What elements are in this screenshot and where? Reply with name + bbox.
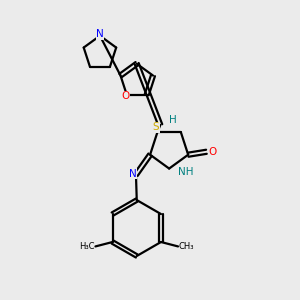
Text: H: H: [169, 115, 176, 125]
Text: CH₃: CH₃: [178, 242, 194, 251]
Text: O: O: [121, 91, 129, 101]
Text: N: N: [129, 169, 136, 178]
Text: O: O: [209, 147, 217, 157]
Text: H₃C: H₃C: [80, 242, 95, 251]
Text: NH: NH: [178, 167, 194, 177]
Text: S: S: [153, 122, 159, 132]
Text: N: N: [96, 29, 104, 39]
